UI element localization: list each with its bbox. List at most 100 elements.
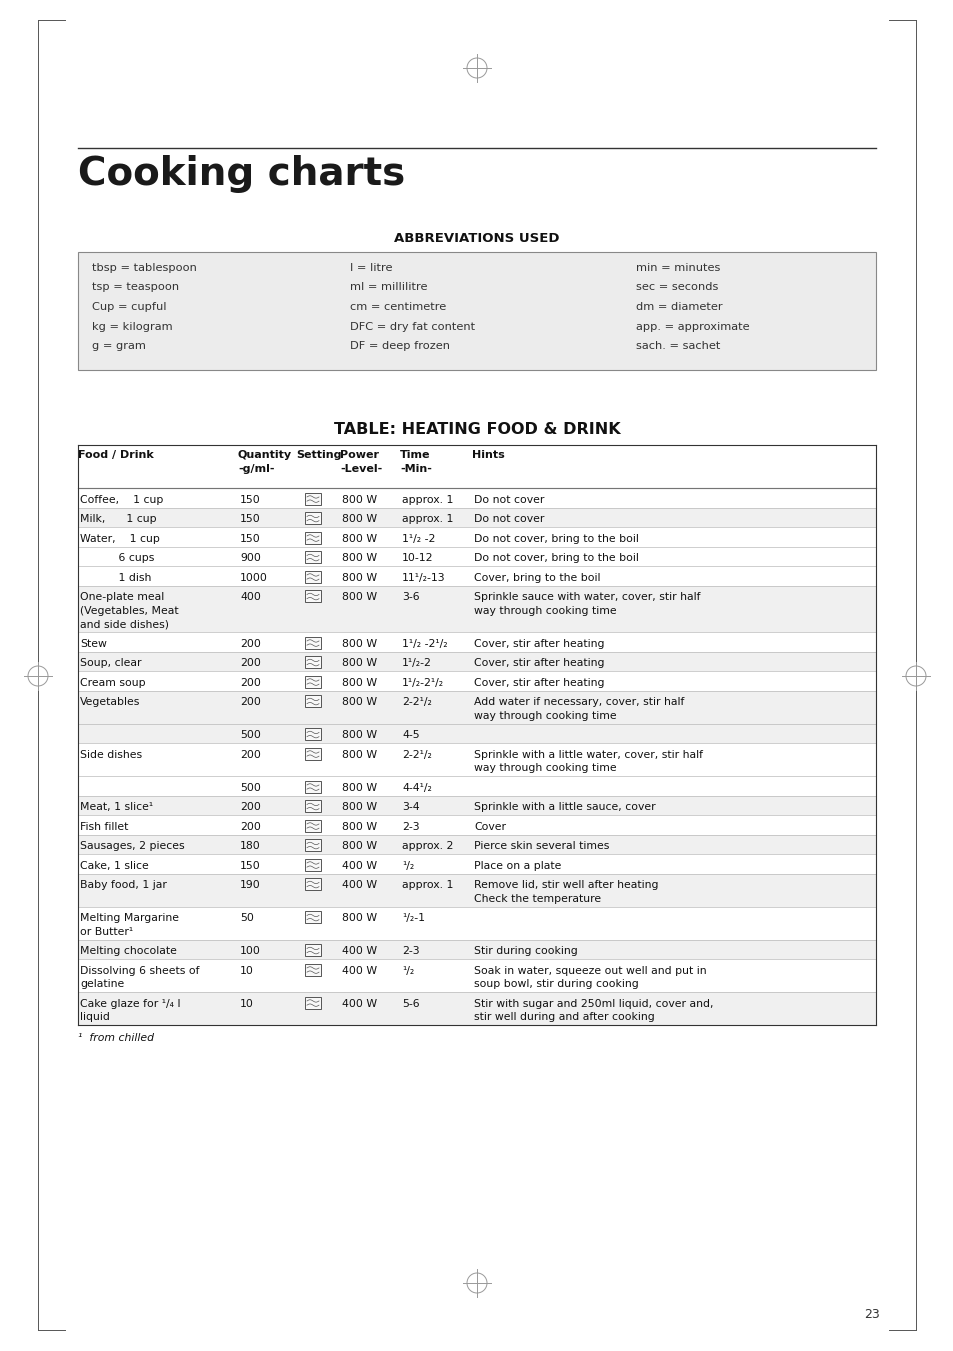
- Text: Quantity: Quantity: [237, 450, 292, 459]
- Text: 200: 200: [240, 802, 260, 812]
- Text: 23: 23: [863, 1308, 879, 1321]
- Text: 800 W: 800 W: [341, 494, 376, 505]
- Text: 2-3: 2-3: [401, 821, 419, 832]
- Text: way through cooking time: way through cooking time: [474, 711, 616, 721]
- Text: (Vegetables, Meat: (Vegetables, Meat: [80, 605, 178, 616]
- Text: gelatine: gelatine: [80, 979, 124, 989]
- FancyBboxPatch shape: [78, 547, 875, 566]
- Text: 150: 150: [240, 534, 260, 544]
- Text: kg = kilogram: kg = kilogram: [91, 322, 172, 331]
- Text: 800 W: 800 W: [341, 697, 376, 708]
- Text: and side dishes): and side dishes): [80, 619, 169, 630]
- Text: 800 W: 800 W: [341, 821, 376, 832]
- Text: Do not cover: Do not cover: [474, 494, 544, 505]
- Text: 800 W: 800 W: [341, 658, 376, 669]
- FancyBboxPatch shape: [305, 839, 320, 851]
- Text: approx. 1: approx. 1: [401, 515, 453, 524]
- FancyBboxPatch shape: [305, 676, 320, 688]
- Text: Remove lid, stir well after heating: Remove lid, stir well after heating: [474, 881, 658, 890]
- Text: sec = seconds: sec = seconds: [636, 282, 718, 293]
- Text: 5-6: 5-6: [401, 998, 419, 1009]
- Text: 190: 190: [240, 881, 260, 890]
- FancyBboxPatch shape: [305, 800, 320, 812]
- Text: Sausages, 2 pieces: Sausages, 2 pieces: [80, 842, 185, 851]
- Text: 400 W: 400 W: [341, 947, 376, 957]
- Text: 500: 500: [240, 782, 260, 793]
- Text: tbsp = tablespoon: tbsp = tablespoon: [91, 263, 196, 273]
- Text: 1000: 1000: [240, 573, 268, 582]
- Text: Water,    1 cup: Water, 1 cup: [80, 534, 160, 544]
- Text: Dissolving 6 sheets of: Dissolving 6 sheets of: [80, 966, 199, 975]
- Text: 200: 200: [240, 639, 260, 648]
- Text: 10: 10: [240, 966, 253, 975]
- Text: TABLE: HEATING FOOD & DRINK: TABLE: HEATING FOOD & DRINK: [334, 422, 619, 436]
- Text: 6 cups: 6 cups: [80, 554, 154, 563]
- FancyBboxPatch shape: [78, 253, 875, 370]
- FancyBboxPatch shape: [78, 959, 875, 992]
- Text: Soup, clear: Soup, clear: [80, 658, 141, 669]
- Text: -g/ml-: -g/ml-: [237, 463, 274, 474]
- Text: Baby food, 1 jar: Baby food, 1 jar: [80, 881, 167, 890]
- Text: -Level-: -Level-: [339, 463, 382, 474]
- Text: 1¹/₂ -2: 1¹/₂ -2: [401, 534, 435, 544]
- Text: l = litre: l = litre: [350, 263, 392, 273]
- Text: 800 W: 800 W: [341, 592, 376, 603]
- Text: Cake, 1 slice: Cake, 1 slice: [80, 861, 149, 871]
- FancyBboxPatch shape: [78, 488, 875, 508]
- Text: Pierce skin several times: Pierce skin several times: [474, 842, 609, 851]
- Text: 150: 150: [240, 494, 260, 505]
- FancyBboxPatch shape: [305, 781, 320, 793]
- Text: 800 W: 800 W: [341, 842, 376, 851]
- Text: soup bowl, stir during cooking: soup bowl, stir during cooking: [474, 979, 639, 989]
- Text: 150: 150: [240, 861, 260, 871]
- FancyBboxPatch shape: [78, 671, 875, 690]
- FancyBboxPatch shape: [78, 874, 875, 907]
- FancyBboxPatch shape: [305, 532, 320, 543]
- Text: Stew: Stew: [80, 639, 107, 648]
- Text: 900: 900: [240, 554, 260, 563]
- Text: Cover, stir after heating: Cover, stir after heating: [474, 658, 604, 669]
- Text: sach. = sachet: sach. = sachet: [636, 340, 720, 351]
- FancyBboxPatch shape: [305, 590, 320, 603]
- Text: Power: Power: [339, 450, 378, 459]
- Text: Cream soup: Cream soup: [80, 678, 146, 688]
- Text: 11¹/₂-13: 11¹/₂-13: [401, 573, 445, 582]
- Text: 800 W: 800 W: [341, 515, 376, 524]
- Text: 200: 200: [240, 658, 260, 669]
- Text: Vegetables: Vegetables: [80, 697, 140, 708]
- Text: 800 W: 800 W: [341, 573, 376, 582]
- Text: 800 W: 800 W: [341, 534, 376, 544]
- Text: Coffee,    1 cup: Coffee, 1 cup: [80, 494, 163, 505]
- FancyBboxPatch shape: [305, 728, 320, 740]
- Text: 4-4¹/₂: 4-4¹/₂: [401, 782, 432, 793]
- Text: Do not cover, bring to the boil: Do not cover, bring to the boil: [474, 534, 639, 544]
- Text: cm = centimetre: cm = centimetre: [350, 303, 446, 312]
- Text: Stir with sugar and 250ml liquid, cover and,: Stir with sugar and 250ml liquid, cover …: [474, 998, 713, 1009]
- FancyBboxPatch shape: [305, 747, 320, 759]
- Text: Stir during cooking: Stir during cooking: [474, 947, 578, 957]
- Text: ml = millilitre: ml = millilitre: [350, 282, 427, 293]
- Text: 800 W: 800 W: [341, 554, 376, 563]
- Text: 100: 100: [240, 947, 260, 957]
- FancyBboxPatch shape: [305, 636, 320, 648]
- Text: liquid: liquid: [80, 1012, 110, 1023]
- Text: 800 W: 800 W: [341, 731, 376, 740]
- Text: 200: 200: [240, 821, 260, 832]
- Text: Sprinkle sauce with water, cover, stir half: Sprinkle sauce with water, cover, stir h…: [474, 592, 700, 603]
- Text: approx. 1: approx. 1: [401, 494, 453, 505]
- Text: 2-2¹/₂: 2-2¹/₂: [401, 750, 432, 759]
- Text: Melting Margarine: Melting Margarine: [80, 913, 179, 923]
- Text: Cooking charts: Cooking charts: [78, 155, 405, 193]
- Text: Cover: Cover: [474, 821, 505, 832]
- Text: or Butter¹: or Butter¹: [80, 927, 133, 936]
- Text: 150: 150: [240, 515, 260, 524]
- Text: Cover, stir after heating: Cover, stir after heating: [474, 639, 604, 648]
- Text: ABBREVIATIONS USED: ABBREVIATIONS USED: [394, 232, 559, 245]
- FancyBboxPatch shape: [305, 493, 320, 505]
- Text: 10-12: 10-12: [401, 554, 433, 563]
- Text: dm = diameter: dm = diameter: [636, 303, 721, 312]
- Text: 800 W: 800 W: [341, 782, 376, 793]
- Text: 400 W: 400 W: [341, 861, 376, 871]
- Text: Cake glaze for ¹/₄ l: Cake glaze for ¹/₄ l: [80, 998, 180, 1009]
- FancyBboxPatch shape: [78, 724, 875, 743]
